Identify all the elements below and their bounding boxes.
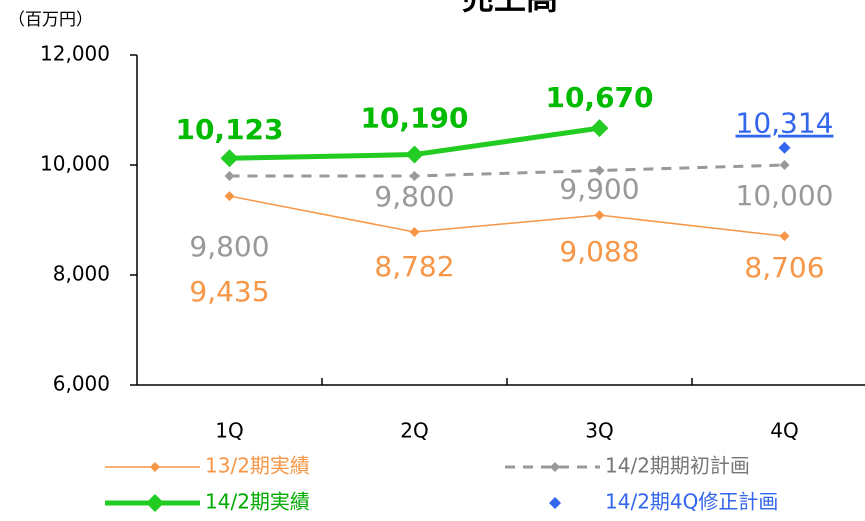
data-label: 9,800 bbox=[189, 230, 269, 263]
x-tick-label: 4Q bbox=[770, 419, 798, 443]
point bbox=[590, 119, 609, 138]
y-tick-label: 10,000 bbox=[40, 152, 110, 176]
point bbox=[224, 191, 235, 202]
y-axis-label: （百万円） bbox=[8, 10, 93, 30]
legend-label: 13/2期実績 bbox=[205, 454, 310, 478]
legend-marker bbox=[550, 462, 560, 472]
data-label: 8,782 bbox=[374, 250, 454, 283]
data-label: 8,706 bbox=[744, 251, 824, 284]
legend-label: 14/2期4Q修正計画 bbox=[605, 490, 778, 514]
point bbox=[594, 210, 605, 221]
legend-marker bbox=[150, 462, 160, 472]
point bbox=[779, 231, 790, 242]
data-label: 9,088 bbox=[559, 235, 639, 268]
data-label: 9,800 bbox=[374, 180, 454, 213]
data-label: 10,190 bbox=[360, 102, 468, 135]
legend-marker bbox=[549, 497, 561, 509]
data-label: 10,123 bbox=[175, 113, 283, 146]
point bbox=[405, 145, 424, 164]
y-tick-label: 6,000 bbox=[53, 372, 110, 396]
x-tick-label: 1Q bbox=[215, 419, 243, 443]
point bbox=[409, 226, 420, 237]
legend-label: 14/2期実績 bbox=[205, 490, 310, 514]
point bbox=[220, 149, 239, 168]
series-line bbox=[229, 195, 785, 237]
point bbox=[778, 141, 791, 154]
series-line bbox=[229, 163, 785, 178]
x-tick-label: 3Q bbox=[585, 419, 613, 443]
data-label: 10,314 bbox=[736, 107, 834, 140]
chart-title: 売上高 bbox=[462, 0, 558, 17]
data-label: 9,900 bbox=[559, 173, 639, 206]
data-label: 9,435 bbox=[189, 275, 269, 308]
legend-marker bbox=[146, 494, 164, 512]
legend-label: 14/2期期初計画 bbox=[605, 454, 750, 478]
point bbox=[224, 171, 235, 181]
data-label: 10,000 bbox=[736, 179, 834, 212]
point bbox=[594, 165, 605, 176]
x-tick-label: 2Q bbox=[400, 419, 428, 443]
point bbox=[779, 160, 790, 170]
y-tick-label: 8,000 bbox=[53, 262, 110, 286]
data-label: 10,670 bbox=[545, 81, 653, 114]
y-tick-label: 12,000 bbox=[40, 42, 110, 66]
point bbox=[409, 171, 420, 181]
